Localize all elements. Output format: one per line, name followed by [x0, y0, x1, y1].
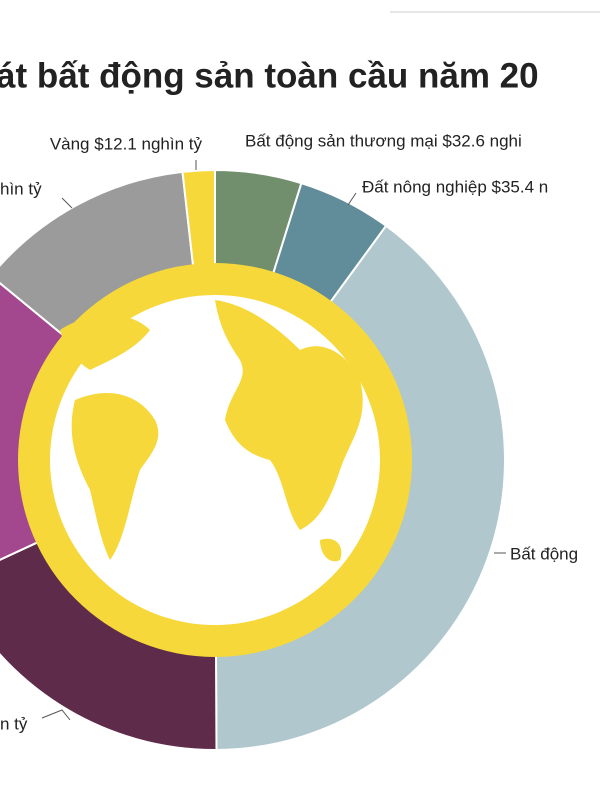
- continent: [71, 392, 159, 560]
- leader-line: [41, 709, 71, 721]
- donut: [0, 168, 506, 752]
- continent: [60, 315, 150, 370]
- leader-line: [61, 197, 73, 209]
- labels: Bất động sản thương mại $32.6 nghi Đất nô…: [0, 131, 578, 733]
- continent: [215, 300, 363, 530]
- slice-label: Bất động: [510, 544, 578, 563]
- slice-label: Đất nông nghiệp $35.4 n: [362, 177, 548, 196]
- continent: [320, 538, 342, 562]
- chart-title: át bất động sản toàn cầu năm 20: [0, 56, 539, 95]
- slice-label: Bất động sản thương mại $32.6 nghi: [245, 131, 522, 150]
- slice-label: n tỷ: [0, 714, 28, 733]
- globe: [18, 263, 412, 657]
- leader-line: [347, 192, 357, 206]
- slice-label: Vàng $12.1 nghìn tỷ: [50, 134, 203, 153]
- slice-label: hìn tỷ: [0, 179, 42, 198]
